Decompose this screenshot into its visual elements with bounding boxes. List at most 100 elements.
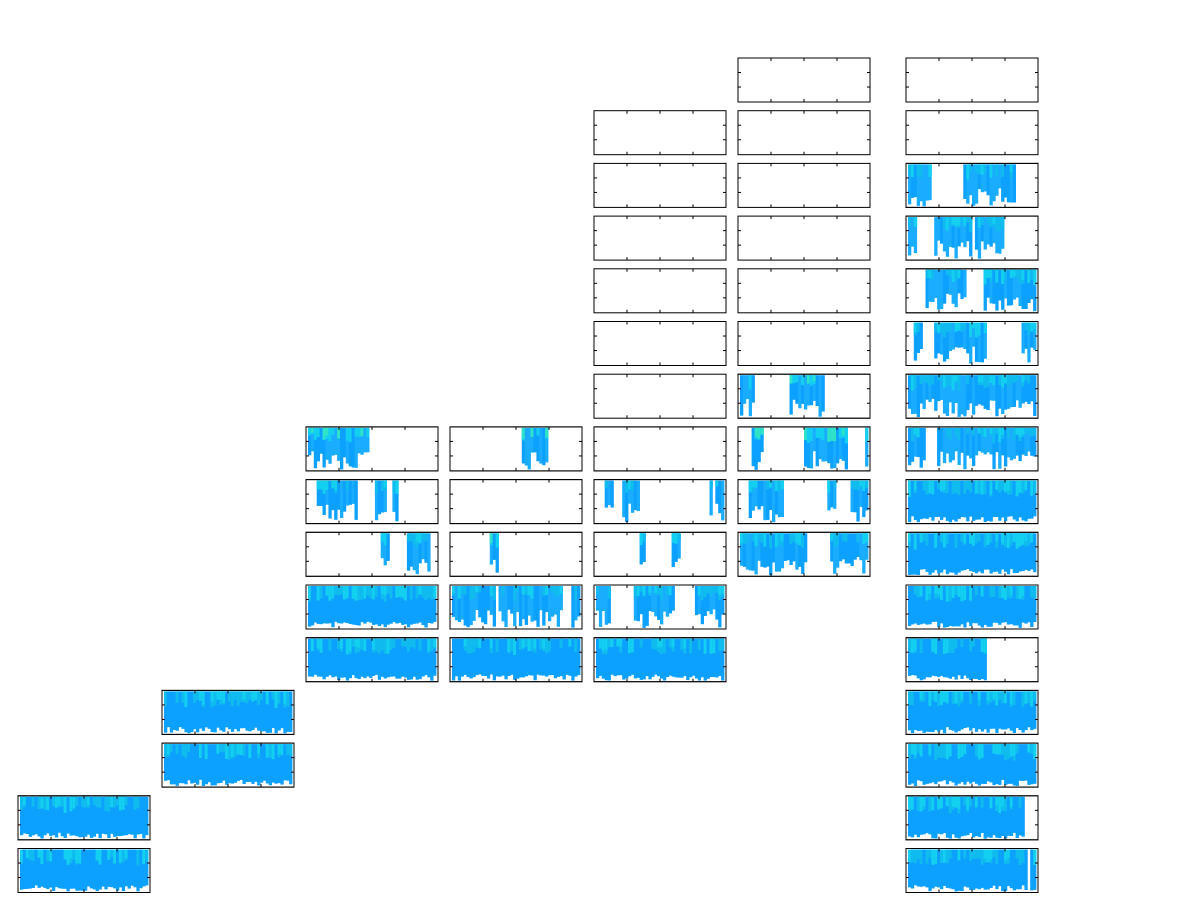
heatmap-cell <box>619 638 623 647</box>
heatmap-cell <box>957 480 961 519</box>
heatmap-cell <box>331 480 335 488</box>
heatmap-cell <box>850 480 854 513</box>
heatmap-cell <box>925 269 929 309</box>
heatmap-cell <box>334 586 338 622</box>
heatmap-cell <box>1015 269 1019 278</box>
heatmap-cell <box>1024 269 1028 309</box>
heatmap-cell <box>925 375 929 400</box>
heatmap-cell <box>815 427 819 438</box>
heatmap-cell <box>1012 533 1016 574</box>
heatmap-cell <box>1024 427 1028 434</box>
heatmap-cell <box>1033 269 1037 286</box>
heatmap-cell <box>940 691 944 730</box>
heatmap-cell <box>1015 533 1019 573</box>
heatmap-cell <box>998 427 1002 442</box>
heatmap-cell <box>22 849 27 889</box>
heatmap-cell <box>325 427 329 436</box>
heatmap-cell <box>207 744 211 783</box>
heatmap-cell <box>524 638 528 647</box>
heatmap-cell <box>374 638 379 675</box>
heatmap-cell <box>777 533 782 572</box>
heatmap-cell <box>721 586 725 615</box>
heatmap-cell <box>596 586 600 611</box>
heatmap-cell <box>963 533 967 571</box>
heatmap-cell <box>937 744 941 758</box>
heatmap-cell <box>184 691 188 733</box>
heatmap-cell <box>322 480 326 494</box>
heatmap-cell <box>977 691 982 730</box>
heatmap-cell <box>308 586 312 627</box>
heatmap-cell <box>910 217 915 247</box>
heatmap-cell <box>760 533 764 567</box>
heatmap-cell <box>331 480 335 511</box>
heatmap-cell <box>966 217 970 223</box>
heatmap-cell <box>1018 480 1022 518</box>
panel-frame <box>449 426 583 472</box>
heatmap-cell <box>913 533 918 550</box>
heatmap-cell <box>833 533 837 574</box>
heatmap-cell <box>337 427 341 461</box>
heatmap-cell <box>230 691 235 732</box>
heatmap-cell <box>1009 427 1014 461</box>
heatmap-cell <box>942 217 947 229</box>
heatmap-cell <box>937 217 941 241</box>
heatmap-cell <box>1021 744 1025 781</box>
heatmap-cell <box>925 164 929 201</box>
heatmap-cell <box>536 586 540 627</box>
heatmap-cell <box>937 269 941 310</box>
heatmap-cell <box>596 638 600 679</box>
heatmap-cell <box>251 691 255 702</box>
heatmap-cell <box>216 744 220 754</box>
heatmap-cell <box>1004 691 1008 704</box>
heatmap-cell <box>954 796 958 838</box>
heatmap-cell <box>995 533 999 572</box>
heatmap-cell <box>84 849 88 891</box>
heatmap-cell <box>342 586 347 600</box>
heatmap-cell <box>1004 480 1008 522</box>
heatmap-cell <box>478 638 482 649</box>
heatmap-cell <box>124 849 128 887</box>
heatmap-cell <box>951 375 955 414</box>
heatmap-cell <box>604 638 608 650</box>
heatmap-cell <box>1027 586 1031 623</box>
heatmap-cell <box>139 849 143 889</box>
heatmap-cell <box>712 638 716 654</box>
heatmap-cell <box>521 427 526 464</box>
heatmap-cell <box>974 427 979 456</box>
heatmap-cell <box>977 375 982 405</box>
heatmap-cell <box>995 796 999 838</box>
heatmap-cell <box>940 638 944 676</box>
heatmap-cell <box>639 533 643 546</box>
heatmap-cell <box>345 586 350 624</box>
heatmap-cell <box>740 375 744 416</box>
heatmap-cell <box>774 480 779 515</box>
heatmap-cell <box>957 691 961 731</box>
heatmap-cell <box>366 427 370 453</box>
heatmap-cell <box>1021 849 1025 886</box>
heatmap-cell <box>922 796 926 807</box>
heatmap-cell <box>418 638 422 680</box>
panel-r10-c3 <box>449 584 583 630</box>
heatmap-cell <box>1018 586 1022 628</box>
heatmap-cell <box>948 217 952 247</box>
heatmap-cell <box>683 638 687 677</box>
heatmap-cell <box>121 796 126 836</box>
heatmap-cell <box>830 480 834 508</box>
heatmap-cell <box>966 796 970 836</box>
heatmap-cell <box>983 164 987 192</box>
heatmap-cell <box>328 638 332 676</box>
heatmap-cell <box>110 796 114 808</box>
heatmap-cell <box>919 164 923 202</box>
heatmap-cell <box>960 269 964 300</box>
heatmap-cell <box>931 533 935 573</box>
heatmap-cell <box>908 217 912 227</box>
heatmap-cell <box>340 586 344 595</box>
heatmap-cell <box>815 427 819 467</box>
heatmap-cell <box>401 586 405 598</box>
heatmap-cell <box>983 427 987 438</box>
heatmap-cell <box>951 586 955 599</box>
heatmap-cell <box>101 796 105 834</box>
heatmap-cell <box>940 375 944 400</box>
heatmap-cell <box>983 480 987 523</box>
heatmap-cell <box>533 638 537 681</box>
